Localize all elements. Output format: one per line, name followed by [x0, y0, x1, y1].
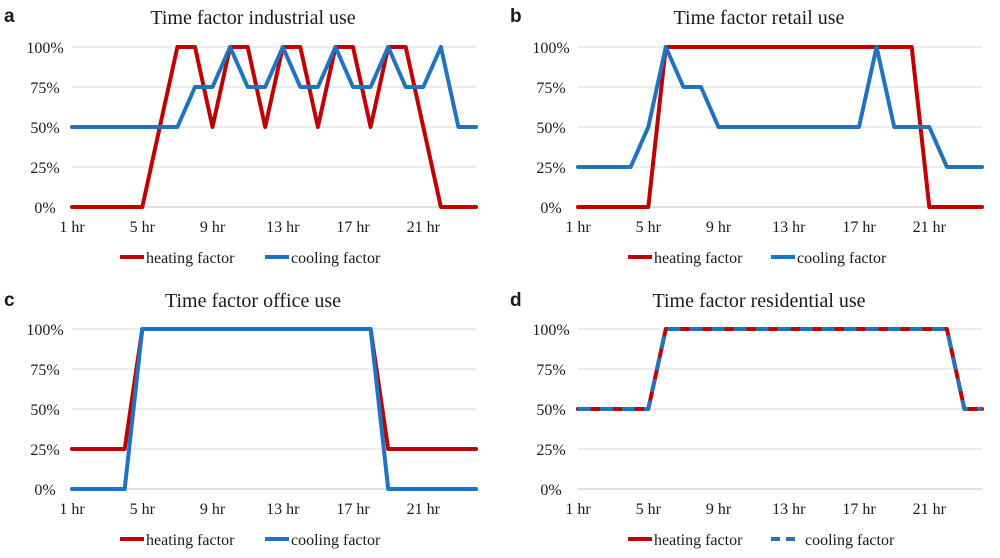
- panel-letter: d: [510, 290, 522, 311]
- y-tick-label: 100%: [26, 40, 63, 57]
- cooling-factor-line: [70, 327, 478, 491]
- legend-label-heating: heating factor: [654, 532, 743, 549]
- x-tick-label: 17 hr: [842, 501, 876, 518]
- chart-panel-d: d Time factor residential use 0% 25% 50% 75% 1…: [510, 290, 984, 549]
- y-tick-label: 50%: [536, 402, 565, 419]
- x-tick-label: 9 hr: [706, 219, 732, 236]
- y-tick-label: 0%: [34, 200, 55, 217]
- y-tick-label: 0%: [540, 482, 561, 499]
- y-tick-label: 75%: [30, 362, 59, 379]
- x-tick-label: 5 hr: [636, 219, 662, 236]
- x-tick-label: 1 hr: [565, 501, 591, 518]
- chart-panel-a: a Time factor industrial use 0% 25% 50% 75% 10…: [4, 6, 478, 267]
- legend: heating factor cooling factor: [120, 250, 381, 267]
- legend: heating factor cooling factor: [628, 250, 887, 267]
- panel-letter: b: [510, 6, 522, 27]
- legend-label-cooling: cooling factor: [291, 532, 381, 549]
- legend-label-heating: heating factor: [146, 532, 235, 549]
- x-tick-label: 21 hr: [407, 219, 441, 236]
- x-tick-label: 13 hr: [772, 501, 806, 518]
- x-tick-label: 21 hr: [913, 219, 947, 236]
- x-tick-label: 21 hr: [913, 501, 947, 518]
- chart-panel-b: b Time factor retail use 0% 25% 50% 75% 100% 1 …: [510, 6, 984, 267]
- y-tick-label: 50%: [30, 402, 59, 419]
- y-tick-label: 75%: [536, 80, 565, 97]
- cooling-factor-line: [578, 327, 982, 411]
- legend-label-cooling: cooling factor: [805, 532, 895, 549]
- y-tick-label: 25%: [536, 160, 565, 177]
- x-tick-label: 1 hr: [59, 219, 85, 236]
- legend-label-cooling: cooling factor: [291, 250, 381, 267]
- y-tick-label: 25%: [536, 442, 565, 459]
- y-tick-label: 50%: [536, 120, 565, 137]
- y-tick-label: 25%: [30, 160, 59, 177]
- chart-title: Time factor retail use: [674, 7, 845, 29]
- x-tick-label: 1 hr: [565, 219, 591, 236]
- y-tick-label: 75%: [30, 80, 59, 97]
- x-tick-label: 17 hr: [336, 501, 370, 518]
- x-tick-label: 13 hr: [772, 219, 806, 236]
- y-tick-label: 25%: [30, 442, 59, 459]
- chart-panel-c: c Time factor office use 0% 25% 50% 75% 100% 1 …: [4, 290, 478, 549]
- x-tick-label: 21 hr: [407, 501, 441, 518]
- x-tick-label: 17 hr: [842, 219, 876, 236]
- y-tick-label: 75%: [536, 362, 565, 379]
- x-tick-label: 9 hr: [200, 501, 226, 518]
- legend: heating factor cooling factor: [628, 532, 895, 549]
- y-tick-label: 0%: [34, 482, 55, 499]
- x-tick-label: 13 hr: [266, 501, 300, 518]
- legend-label-heating: heating factor: [654, 250, 743, 267]
- y-tick-label: 0%: [540, 200, 561, 217]
- chart-title: Time factor industrial use: [150, 7, 355, 29]
- x-tick-label: 5 hr: [636, 501, 662, 518]
- legend: heating factor cooling factor: [120, 532, 381, 549]
- heating-factor-line: [576, 45, 984, 209]
- y-tick-label: 100%: [26, 322, 63, 339]
- chart-title: Time factor residential use: [652, 290, 865, 312]
- x-tick-label: 9 hr: [706, 501, 732, 518]
- y-tick-label: 50%: [30, 120, 59, 137]
- heating-factor-line: [70, 45, 478, 209]
- chart-title: Time factor office use: [165, 290, 341, 312]
- x-tick-label: 9 hr: [200, 219, 226, 236]
- cooling-factor-line: [576, 45, 984, 169]
- x-tick-label: 5 hr: [130, 501, 156, 518]
- panel-letter: c: [4, 290, 15, 311]
- y-tick-label: 100%: [532, 40, 569, 57]
- x-tick-label: 13 hr: [266, 219, 300, 236]
- x-tick-label: 17 hr: [336, 219, 370, 236]
- x-tick-label: 5 hr: [130, 219, 156, 236]
- x-tick-label: 1 hr: [59, 501, 85, 518]
- panel-letter: a: [4, 6, 15, 27]
- y-tick-label: 100%: [532, 322, 569, 339]
- legend-label-heating: heating factor: [146, 250, 235, 267]
- legend-label-cooling: cooling factor: [797, 250, 887, 267]
- cooling-factor-line: [70, 45, 478, 129]
